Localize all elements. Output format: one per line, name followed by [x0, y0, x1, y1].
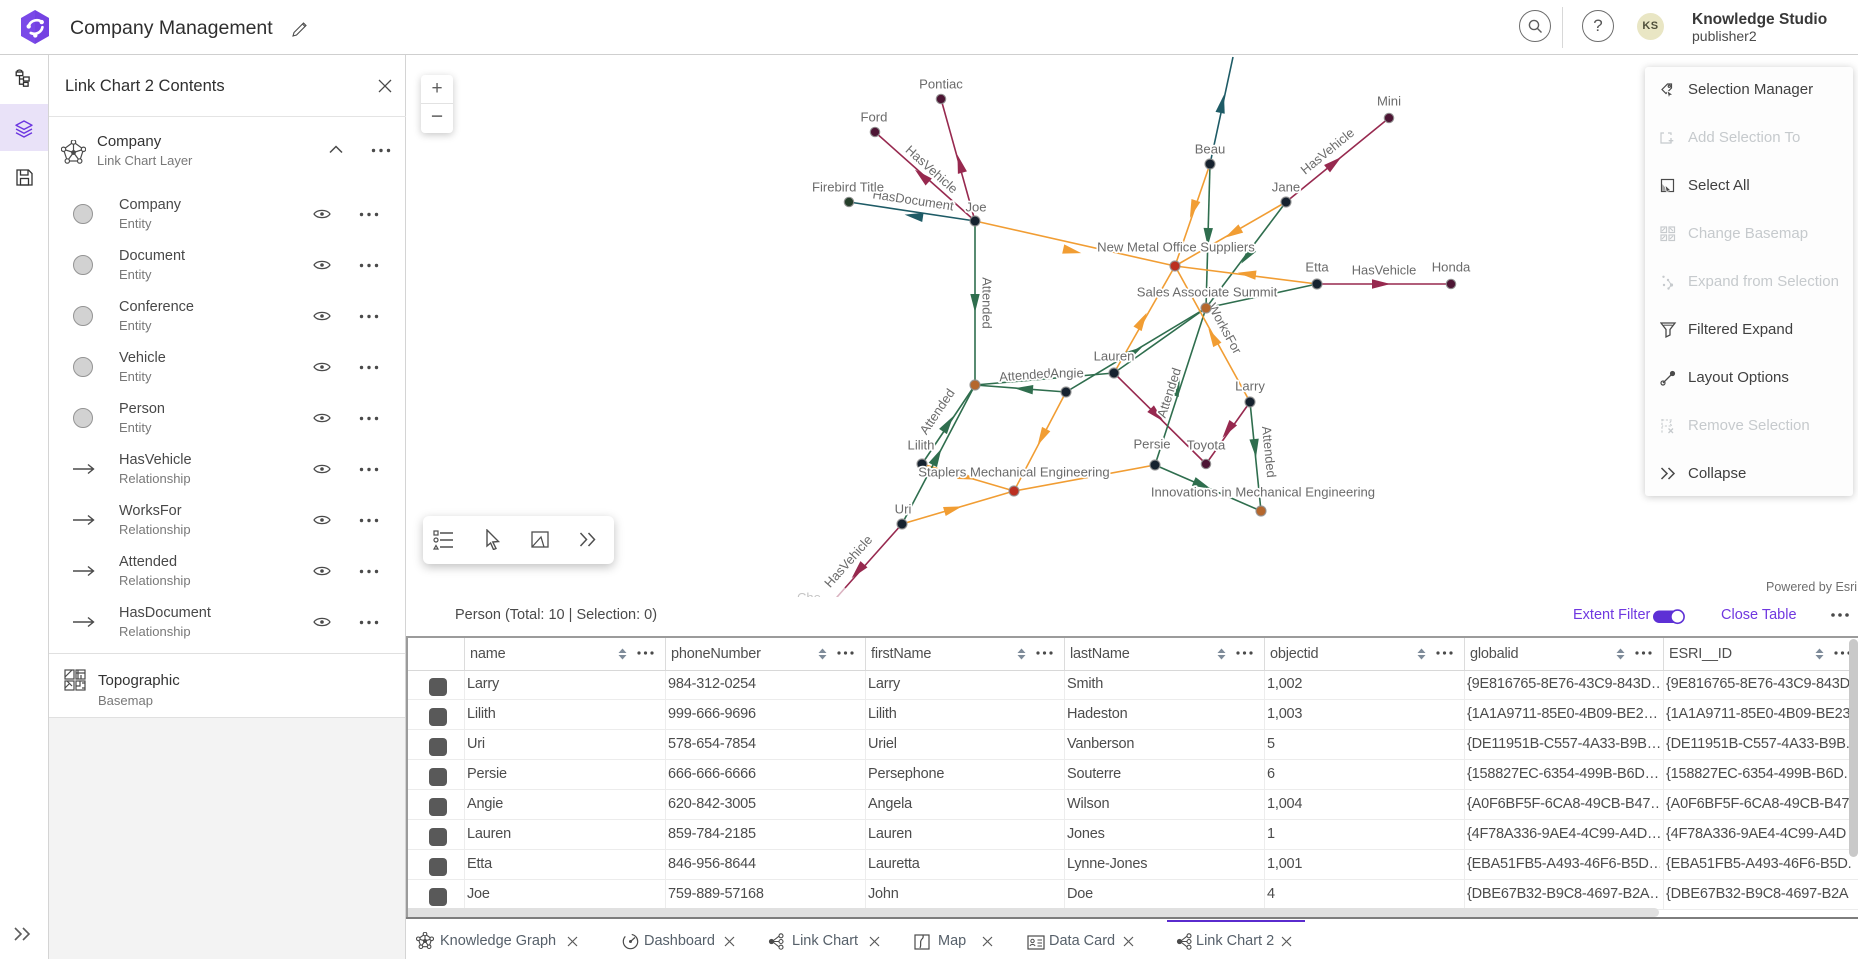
- svg-text:Che: Che: [797, 590, 821, 598]
- svg-text:Etta: Etta: [1305, 259, 1329, 274]
- svg-text:HasVehicle: HasVehicle: [821, 532, 875, 590]
- svg-text:HasVehicle: HasVehicle: [1352, 262, 1417, 277]
- svg-text:HasVehicle: HasVehicle: [903, 142, 961, 196]
- svg-text:Angie: Angie: [1050, 365, 1084, 380]
- svg-text:Attended: Attended: [999, 365, 1052, 384]
- svg-text:Persie: Persie: [1133, 436, 1170, 451]
- svg-text:Firebird Title: Firebird Title: [812, 179, 884, 194]
- svg-text:Jane: Jane: [1272, 179, 1300, 194]
- svg-text:Joe: Joe: [965, 199, 986, 214]
- svg-text:Mini: Mini: [1377, 93, 1401, 108]
- svg-text:New Metal Office Suppliers: New Metal Office Suppliers: [1097, 239, 1255, 254]
- svg-text:Pontiac: Pontiac: [919, 76, 963, 91]
- svg-text:Honda: Honda: [1432, 259, 1471, 274]
- svg-text:Uri: Uri: [895, 501, 912, 516]
- svg-text:Staplers Mechanical Engineerin: Staplers Mechanical Engineering: [918, 464, 1109, 479]
- svg-text:HasDocument: HasDocument: [872, 186, 955, 213]
- svg-text:Larry: Larry: [1235, 378, 1265, 393]
- svg-text:Innovations in Mechanical Engi: Innovations in Mechanical Engineering: [1151, 484, 1375, 499]
- svg-text:Lauren: Lauren: [1094, 348, 1135, 363]
- svg-text:Attended: Attended: [980, 277, 995, 329]
- svg-text:Beau: Beau: [1195, 141, 1226, 156]
- svg-text:Attended: Attended: [1154, 366, 1184, 420]
- svg-text:Sales Associate Summit: Sales Associate Summit: [1137, 284, 1278, 299]
- svg-text:Lilith: Lilith: [908, 437, 935, 452]
- svg-text:Attended: Attended: [1259, 425, 1279, 478]
- svg-text:Toyota: Toyota: [1187, 437, 1226, 452]
- svg-text:Ford: Ford: [861, 109, 888, 124]
